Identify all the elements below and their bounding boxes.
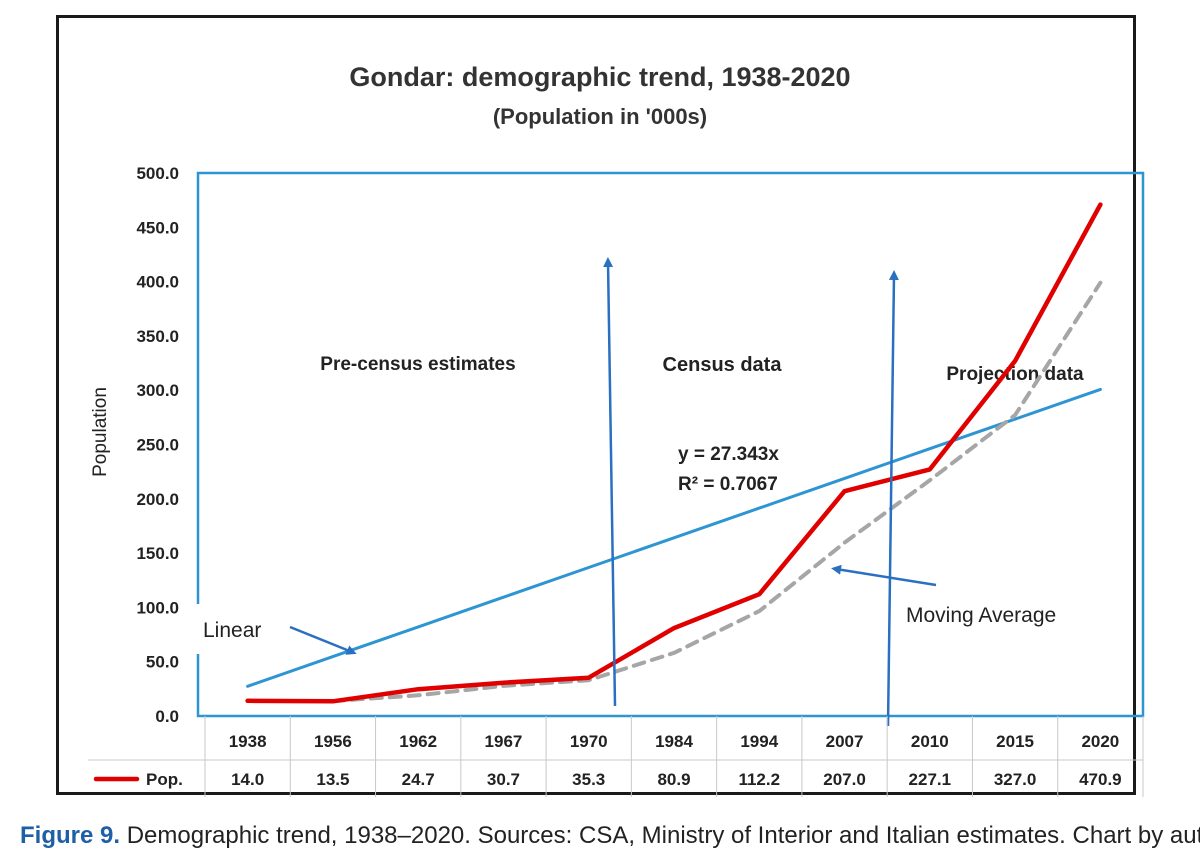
y-tick-label: 450.0 xyxy=(136,218,179,237)
data-value-label: 207.0 xyxy=(823,770,866,789)
data-value-label: 35.3 xyxy=(572,770,605,789)
data-value-label: 470.9 xyxy=(1079,770,1122,789)
y-tick-label: 250.0 xyxy=(136,436,179,455)
y-axis-label: Population xyxy=(90,387,111,477)
y-axis-ticks: 0.0 50.0 100.0 150.0 200.0 250.0 300.0 350.0 400… xyxy=(136,164,179,726)
y-tick-label: 500.0 xyxy=(136,164,179,183)
y-tick-label: 100.0 xyxy=(136,598,179,617)
y-tick-label: 50.0 xyxy=(146,653,179,672)
chart-subtitle: (Population in '000s) xyxy=(493,104,707,129)
chart-frame xyxy=(56,15,1136,795)
y-tick-label: 150.0 xyxy=(136,544,179,563)
x-category-label: 2020 xyxy=(1081,732,1119,751)
trendline-equation: y = 27.343x xyxy=(678,444,779,465)
data-value-label: 14.0 xyxy=(231,770,264,789)
series-layer xyxy=(245,202,1103,704)
x-category-label: 2007 xyxy=(826,732,864,751)
moving-average-label: Moving Average xyxy=(906,604,1056,627)
figure-caption: Figure 9. Demographic trend, 1938–2020. … xyxy=(20,822,1200,850)
pre-census-label: Pre-census estimates xyxy=(320,354,515,375)
figure-label: Figure 9. xyxy=(20,822,121,849)
x-category-label: 1938 xyxy=(229,732,267,751)
projection-start-arrow xyxy=(886,270,899,727)
data-table: 1938 1956 1962 1967 1970 1984 1994 2007 2010 2015… xyxy=(88,716,1144,797)
caption-text: Demographic trend, 1938–2020. Sources: C… xyxy=(120,822,1200,849)
data-value-label: 24.7 xyxy=(402,770,435,789)
y-tick-label: 350.0 xyxy=(136,327,179,346)
x-category-label: 2010 xyxy=(911,732,949,751)
x-category-label: 2015 xyxy=(996,732,1034,751)
x-category-label: 1970 xyxy=(570,732,608,751)
x-category-label: 1984 xyxy=(655,732,693,751)
data-value-label: 227.1 xyxy=(909,770,952,789)
y-tick-label: 200.0 xyxy=(136,490,179,509)
data-value-label: 80.9 xyxy=(657,770,690,789)
x-category-label: 1962 xyxy=(399,732,437,751)
y-tick-label: 400.0 xyxy=(136,273,179,292)
y-tick-label: 300.0 xyxy=(136,381,179,400)
plot-area-border xyxy=(196,171,1145,718)
data-value-label: 112.2 xyxy=(738,770,780,789)
linear-arrow xyxy=(289,625,357,655)
series-line-linear xyxy=(246,387,1102,688)
census-start-arrow xyxy=(603,257,617,707)
x-category-label: 1956 xyxy=(314,732,352,751)
data-value-label: 13.5 xyxy=(316,770,349,789)
y-tick-label: 0.0 xyxy=(155,707,179,726)
data-value-label: 327.0 xyxy=(994,770,1037,789)
series-line-pop xyxy=(245,202,1103,704)
x-category-label: 1994 xyxy=(740,732,778,751)
projection-label: Projection data xyxy=(946,364,1084,385)
moving-average-arrow xyxy=(831,564,937,587)
x-category-label: 1967 xyxy=(485,732,523,751)
label-layer: Linear Moving Average xyxy=(196,257,1056,727)
annotations: Pre-census estimates Census data Project… xyxy=(320,335,1084,495)
linear-label: Linear xyxy=(203,619,261,642)
legend-label-pop: Pop. xyxy=(146,770,183,789)
census-label: Census data xyxy=(663,354,783,376)
series-line-moving-average xyxy=(330,280,1103,704)
trendline-r-squared: R² = 0.7067 xyxy=(678,474,778,495)
chart-title: Gondar: demographic trend, 1938-2020 xyxy=(349,62,850,92)
data-value-label: 30.7 xyxy=(487,770,520,789)
